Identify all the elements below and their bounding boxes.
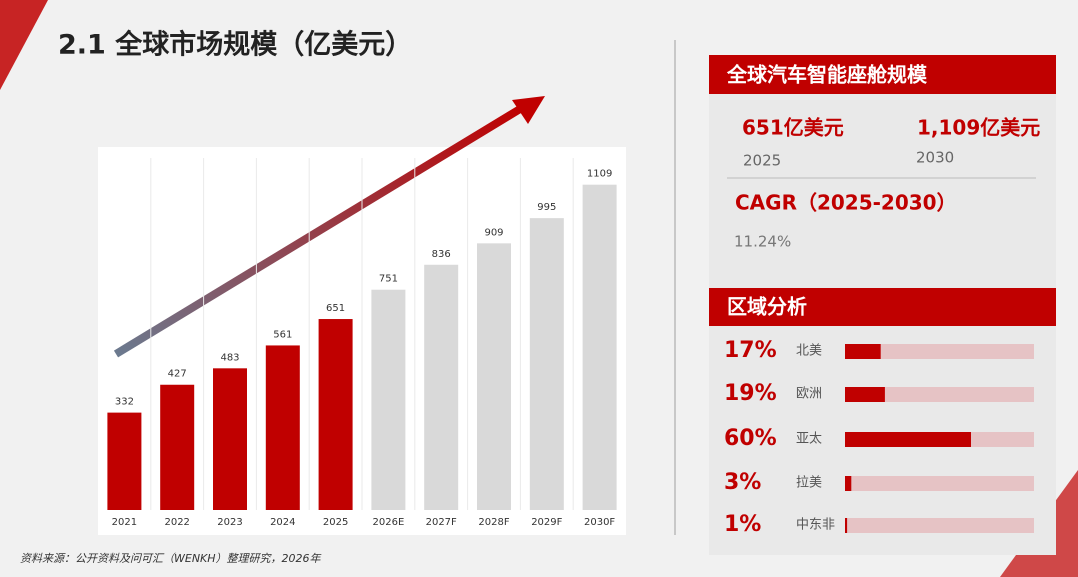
x-tick-label: 2025	[323, 517, 348, 528]
source-note: 资料来源：公开资料及问可汇（WENKH）整理研究，2026年	[20, 552, 322, 565]
bar	[424, 264, 459, 510]
data-label: 427	[168, 369, 187, 380]
percent-label: 1%	[724, 512, 761, 537]
bar	[845, 387, 885, 402]
track	[845, 344, 1034, 359]
x-tick-label: 2028F	[478, 517, 509, 528]
region-header	[709, 288, 1056, 326]
bar	[107, 412, 142, 510]
data-label: 751	[379, 274, 398, 285]
bar	[265, 345, 300, 510]
percent-label: 17%	[724, 338, 777, 363]
bar	[477, 243, 511, 511]
x-tick-label: 2027F	[426, 517, 457, 528]
bar	[845, 344, 881, 359]
data-label: 483	[220, 352, 239, 363]
x-tick-label: 2024	[270, 517, 295, 528]
data-label: 995	[537, 202, 556, 213]
stat-value: 651亿美元	[742, 116, 844, 140]
data-label: 561	[273, 329, 292, 340]
region-name: 拉美	[796, 476, 822, 491]
track	[845, 518, 1034, 533]
bar	[160, 384, 195, 510]
bar	[529, 218, 564, 510]
data-label: 1109	[587, 169, 612, 180]
bar	[845, 518, 848, 533]
bar	[318, 319, 353, 510]
region-title: 区域分析	[727, 295, 807, 319]
trend-arrow-head	[512, 96, 545, 124]
cagr-value: 11.24%	[734, 233, 791, 251]
bar	[845, 432, 971, 447]
track	[845, 387, 1034, 402]
cagr-label: CAGR（2025-2030）	[735, 191, 957, 215]
bar	[582, 184, 617, 510]
summary-title: 全球汽车智能座舱规模	[726, 63, 928, 87]
x-tick-label: 2026E	[373, 517, 405, 528]
data-label: 909	[484, 227, 503, 238]
stat-year: 2030	[916, 149, 954, 167]
x-tick-label: 2030F	[584, 517, 615, 528]
summary-header	[709, 55, 1056, 94]
region-name: 北美	[796, 344, 822, 359]
region-name: 欧洲	[796, 387, 822, 402]
stat-value: 1,109亿美元	[917, 116, 1040, 140]
x-tick-label: 2022	[164, 517, 189, 528]
bar	[845, 476, 852, 491]
bar	[213, 368, 247, 510]
percent-label: 3%	[724, 470, 761, 495]
percent-label: 19%	[724, 381, 777, 406]
track	[845, 476, 1034, 491]
data-label: 651	[326, 303, 345, 314]
stat-year: 2025	[743, 152, 781, 170]
data-label: 332	[115, 397, 134, 408]
decor	[0, 0, 48, 90]
data-label: 836	[432, 249, 451, 260]
slide-title: 2.1 全球市场规模（亿美元）	[58, 29, 412, 61]
region-name: 中东非	[796, 518, 835, 533]
trend-arrow	[113, 102, 528, 358]
bar	[371, 289, 406, 510]
x-tick-label: 2029F	[531, 517, 562, 528]
region-name: 亚太	[796, 432, 822, 447]
x-tick-label: 2023	[217, 517, 242, 528]
percent-label: 60%	[724, 426, 777, 451]
x-tick-label: 2021	[112, 517, 137, 528]
